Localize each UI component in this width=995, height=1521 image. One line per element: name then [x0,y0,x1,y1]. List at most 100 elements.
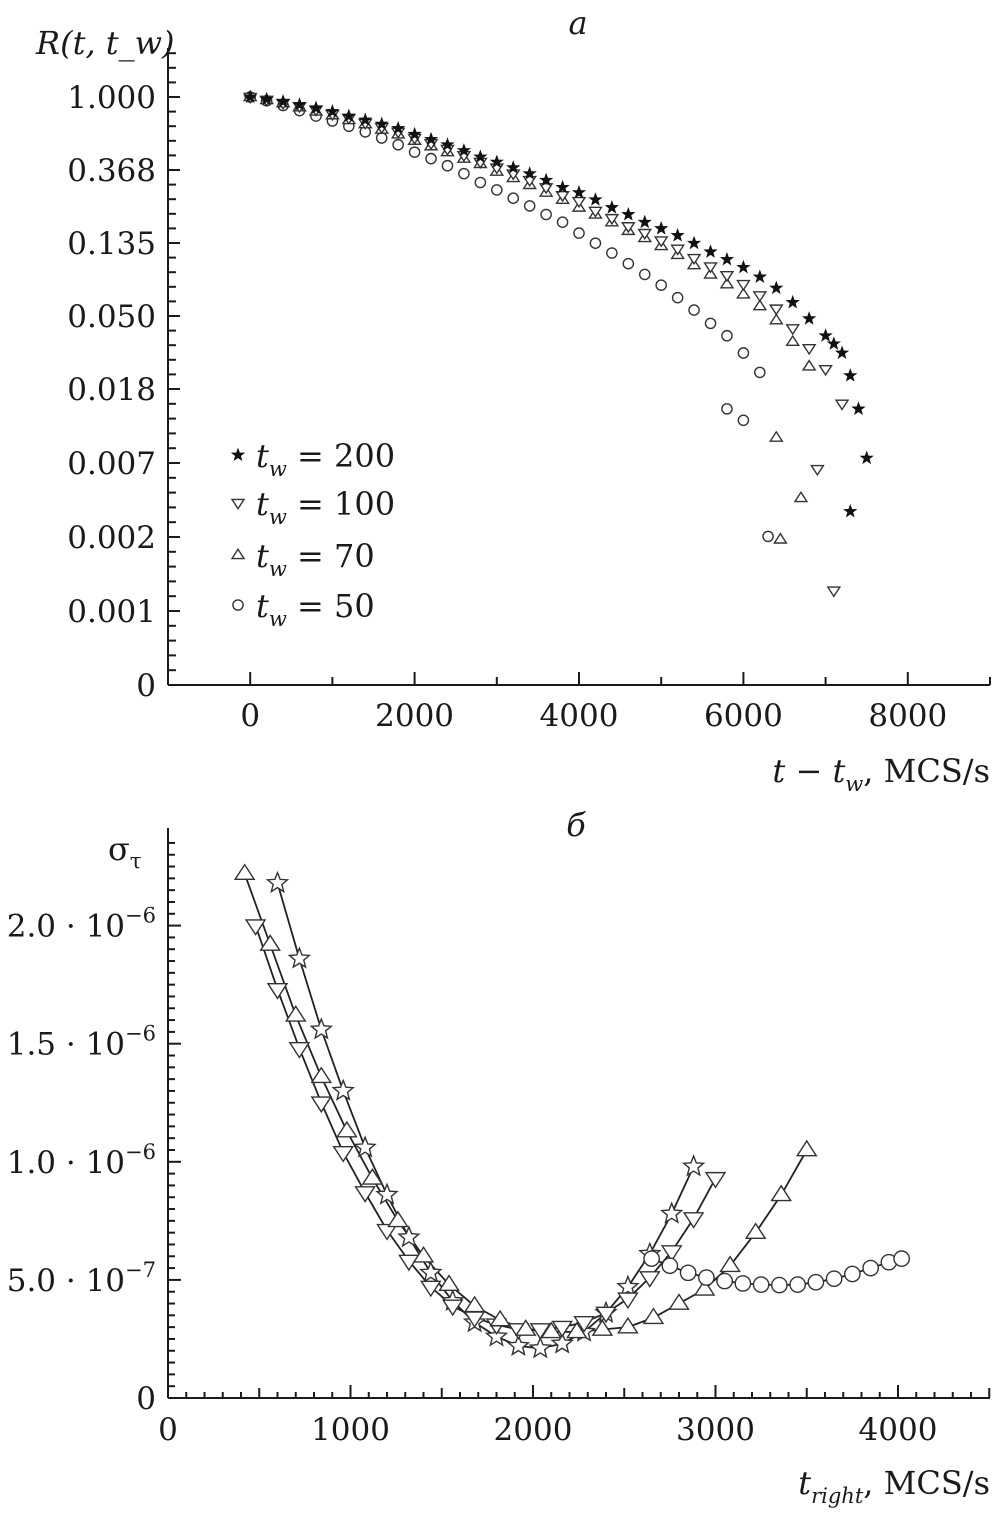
a-data-point [588,192,603,206]
a-data-point [637,228,653,241]
a-data-point [638,268,651,281]
a-data-point [259,91,274,106]
a-y-tick-label: 1.000 [67,80,156,116]
a-data-point [785,324,801,336]
b-y-tick-label: 0 [136,1381,156,1417]
a-y-tick-label: 0.018 [67,372,156,408]
a-data-point [358,112,373,127]
a-data-point [490,184,503,196]
b-data-point [259,934,281,951]
a-x-tick-label: 6000 [704,698,783,734]
b-data-point [550,1331,574,1354]
a-legend-marker [230,447,246,462]
b-data-point [376,1223,398,1241]
b-data-point [441,1299,464,1317]
b-data-point [484,1324,509,1347]
b-data-point [716,1272,733,1290]
a-data-point [752,299,768,311]
b-data-point [551,1320,573,1338]
a-data-point [654,221,669,235]
a-data-point [391,120,406,135]
a-data-point [573,227,585,239]
a-data-point [818,328,833,342]
b-x-tick-label: 2000 [494,1412,573,1448]
b-y-tick-mantissa: 0 [136,1381,156,1417]
a-data-point [555,191,570,203]
a-data-point [834,399,850,411]
a-legend-entry: tw = 200 [230,437,395,481]
b-data-point [679,1264,697,1282]
a-data-point [810,464,825,477]
a-data-point [489,154,504,169]
a-data-point [686,253,702,266]
b-x-tick-label: 4000 [859,1412,938,1448]
b-data-point [265,870,290,894]
a-legend-label-sub: w [269,457,287,481]
a-data-point [737,414,750,427]
a-data-point [441,159,454,172]
a-legend-label-sub: w [269,505,287,529]
b-y-tick-exponent: −6 [125,1022,156,1046]
b-data-point [438,1274,460,1292]
b-data-point [744,1222,767,1240]
b-data-point [704,1171,727,1189]
a-legend-entry: tw = 50 [232,587,375,631]
a-data-point [571,185,587,199]
panel-b-xlabel-sub: right [811,1484,864,1508]
panel-b-ylabel-sub: τ [130,849,142,873]
b-data-point [639,1271,661,1288]
a-data-point [522,166,537,180]
a-data-point [374,116,389,131]
a-data-point [292,97,307,111]
a-data-point [754,366,766,379]
a-data-point [637,214,652,229]
a-data-point [719,277,735,289]
panel-b-xlabel: tright, MCS/s [798,1464,990,1508]
a-data-point [655,279,668,291]
b-data-point [412,1245,435,1263]
a-data-point [859,450,874,465]
a-data-point [818,364,833,377]
b-series-line-triangle-down [254,925,717,1331]
a-data-point [688,304,700,316]
a-data-point [392,138,404,151]
a-data-point [606,247,618,259]
a-data-point [843,368,858,382]
b-y-tick-label: 2.0 · 10−6 [7,904,156,945]
a-data-point [773,532,788,544]
b-series-line-triangle-up [243,873,808,1333]
a-data-point [768,313,784,325]
a-data-point [407,126,422,141]
a-x-tick-label: 0 [240,698,260,734]
b-y-tick-label: 1.0 · 10−6 [7,1140,156,1181]
a-data-point [555,179,570,194]
a-legend-label-var: t [256,587,269,625]
a-data-point [653,236,669,248]
a-y-tick-label: 0.002 [67,520,156,556]
a-data-point [425,152,437,165]
b-data-point [752,1276,770,1293]
b-y-tick-mantissa: 2.0 · 10 [7,909,125,945]
a-data-point [785,334,801,347]
b-series-triangle-up [233,863,818,1339]
a-data-point [588,206,603,218]
a-data-point [719,270,735,283]
b-data-point [566,1321,588,1339]
b-x-tick-label: 0 [158,1412,178,1448]
a-data-point [843,503,858,518]
panel-a-ylabel: R(t, t_w) [35,24,175,62]
panel-b-series-lines [243,873,902,1350]
b-data-point [233,863,256,881]
b-data-point [617,1316,639,1334]
a-series-filled-star [243,89,874,518]
a-data-point [671,291,684,304]
a-data-point [523,200,536,212]
a-data-point [736,287,751,299]
a-data-point [506,160,521,174]
a-data-point [423,131,439,146]
b-data-point [514,1319,537,1336]
b-data-point [825,1270,843,1288]
panel-b-ylabel: στ [108,830,141,873]
a-data-point [762,530,774,543]
b-y-tick-label: 5.0 · 10−7 [7,1258,156,1299]
